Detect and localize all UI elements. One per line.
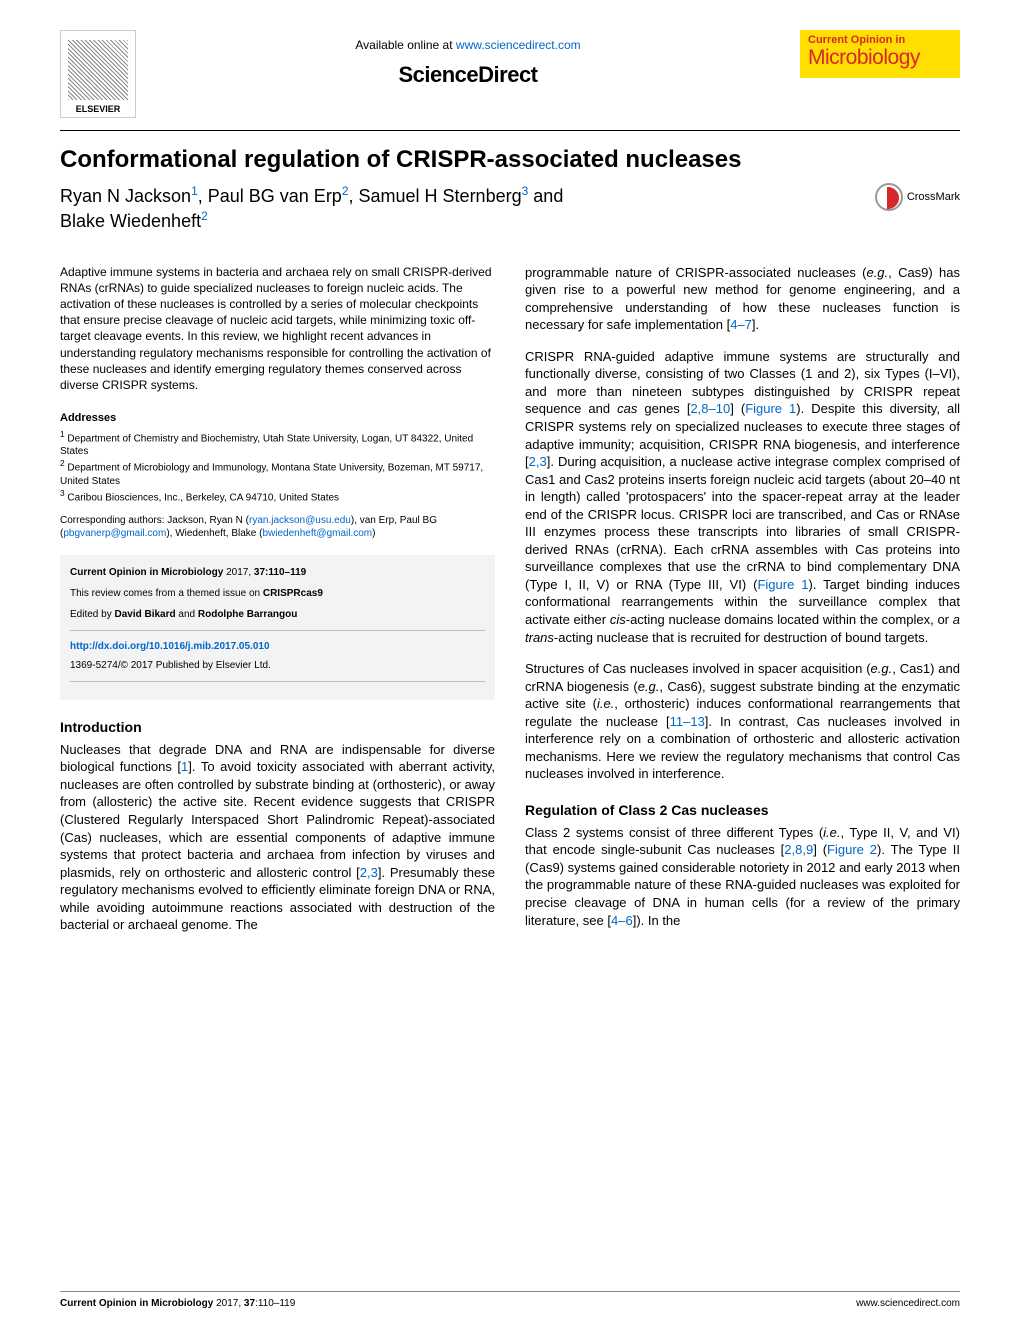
themed-issue: This review comes from a themed issue on…	[70, 586, 485, 601]
ref-link[interactable]: 4–6	[611, 913, 633, 928]
addresses-heading: Addresses	[60, 411, 495, 426]
authors-row: Ryan N Jackson1, Paul BG van Erp2, Samue…	[60, 183, 960, 234]
journal-badge-bottom: Microbiology	[808, 46, 952, 70]
right-p2: CRISPR RNA-guided adaptive immune system…	[525, 348, 960, 646]
right-p1: programmable nature of CRISPR-associated…	[525, 264, 960, 334]
article-title: Conformational regulation of CRISPR-asso…	[60, 145, 960, 175]
left-column: Adaptive immune systems in bacteria and …	[60, 264, 495, 943]
sciencedirect-logo: ScienceDirect	[136, 62, 800, 88]
crossmark-icon	[875, 183, 903, 211]
page-header: ELSEVIER Available online at www.science…	[60, 30, 960, 118]
ref-link[interactable]: 2,8,9	[784, 842, 813, 857]
crossmark-label: CrossMark	[907, 191, 960, 203]
citation-line: Current Opinion in Microbiology 2017, 37…	[70, 565, 485, 580]
abstract: Adaptive immune systems in bacteria and …	[60, 264, 495, 394]
email-link[interactable]: pbgvanerp@gmail.com	[63, 528, 166, 539]
header-center: Available online at www.sciencedirect.co…	[136, 30, 800, 88]
page-footer: Current Opinion in Microbiology 2017, 37…	[60, 1291, 960, 1309]
right-p3: Structures of Cas nucleases involved in …	[525, 660, 960, 783]
section-heading-class2: Regulation of Class 2 Cas nucleases	[525, 801, 960, 820]
addresses-block: 1 Department of Chemistry and Biochemist…	[60, 429, 495, 504]
figure-link[interactable]: Figure 1	[745, 401, 796, 416]
email-link[interactable]: bwiedenheft@gmail.com	[262, 528, 372, 539]
intro-paragraph: Nucleases that degrade DNA and RNA are i…	[60, 741, 495, 934]
journal-badge-top: Current Opinion in	[808, 34, 952, 46]
journal-badge: Current Opinion in Microbiology	[800, 30, 960, 78]
email-link[interactable]: ryan.jackson@usu.edu	[249, 515, 351, 526]
ref-link[interactable]: 2,8–10	[690, 401, 730, 416]
crossmark-badge[interactable]: CrossMark	[875, 183, 960, 211]
edited-by: Edited by David Bikard and Rodolphe Barr…	[70, 607, 485, 622]
available-online: Available online at www.sciencedirect.co…	[136, 38, 800, 52]
figure-link[interactable]: Figure 1	[757, 577, 808, 592]
footer-right: www.sciencedirect.com	[856, 1298, 960, 1309]
ref-link[interactable]: 2,3	[529, 454, 547, 469]
right-p4: Class 2 systems consist of three differe…	[525, 824, 960, 929]
right-column: programmable nature of CRISPR-associated…	[525, 264, 960, 943]
sciencedirect-link[interactable]: www.sciencedirect.com	[456, 38, 581, 52]
figure-link[interactable]: Figure 2	[827, 842, 877, 857]
footer-left: Current Opinion in Microbiology 2017, 37…	[60, 1298, 295, 1309]
introduction-heading: Introduction	[60, 718, 495, 737]
doi-link[interactable]: http://dx.doi.org/10.1016/j.mib.2017.05.…	[70, 641, 270, 652]
citation-info-box: Current Opinion in Microbiology 2017, 37…	[60, 555, 495, 700]
copyright-line: 1369-5274/© 2017 Published by Elsevier L…	[70, 658, 485, 673]
two-column-body: Adaptive immune systems in bacteria and …	[60, 264, 960, 943]
elsevier-tree-icon	[68, 40, 128, 100]
ref-link[interactable]: 4–7	[730, 317, 752, 332]
ref-link[interactable]: 11–13	[670, 714, 705, 729]
header-divider	[60, 130, 960, 131]
ref-link[interactable]: 2,3	[360, 865, 378, 880]
corresponding-authors: Corresponding authors: Jackson, Ryan N (…	[60, 514, 495, 541]
elsevier-logo: ELSEVIER	[60, 30, 136, 118]
elsevier-label: ELSEVIER	[76, 104, 121, 114]
authors: Ryan N Jackson1, Paul BG van Erp2, Samue…	[60, 183, 563, 234]
